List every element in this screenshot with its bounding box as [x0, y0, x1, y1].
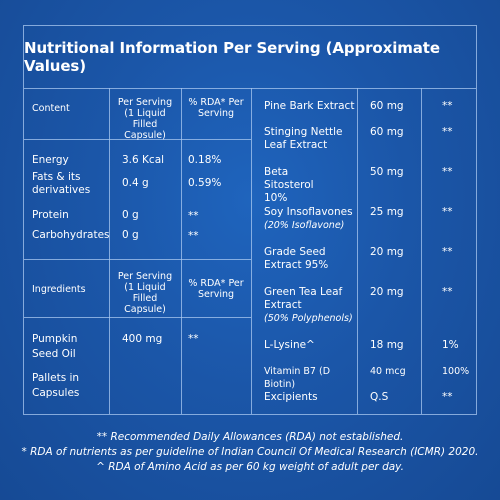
divider [357, 88, 358, 414]
ingredient-name: Stinging Nettle Leaf Extract [264, 126, 343, 151]
ingredient-value: 20 mg [370, 246, 404, 258]
ingredient-value: 60 mg [370, 126, 404, 138]
ingredient-rda: ** [188, 333, 199, 345]
content-header: Content [32, 103, 70, 114]
ingredient-rda: ** [442, 286, 453, 298]
ingredient-rda: ** [442, 391, 453, 403]
nutrient-name: Energy [32, 154, 69, 166]
nutrient-name: Carbohydrates [32, 229, 110, 241]
ingredient-name: Beta Sitosterol 10% [264, 166, 314, 204]
ingredient-rda: ** [442, 166, 453, 178]
ingredient-rda: 100% [442, 366, 470, 377]
nutrition-panel: Nutritional Information Per Serving (App… [23, 25, 477, 415]
ingredient-name: Pine Bark Extract [264, 100, 355, 112]
ingredient-rda: 1% [442, 339, 459, 351]
rda-header: % RDA* Per Serving [188, 97, 244, 119]
ingredient-name: Pallets in Capsules [32, 372, 80, 399]
ingredient-value: 60 mg [370, 100, 404, 112]
ingredient-value: Q.S [370, 391, 389, 403]
divider [24, 317, 251, 318]
nutrient-value: 0 g [122, 229, 139, 241]
divider [24, 88, 476, 89]
footnote: * RDA of nutrients as per guideline of I… [21, 446, 479, 458]
ingredient-name: L-Lysine^ [264, 339, 315, 351]
ingredient-name: Green Tea Leaf Extract [264, 286, 343, 311]
footnote: ^ RDA of Amino Acid as per 60 kg weight … [96, 461, 404, 473]
ingredient-value: 20 mg [370, 286, 404, 298]
ingredient-rda: ** [442, 100, 453, 112]
divider [109, 88, 110, 414]
ingredient-name: Grade Seed Extract 95% [264, 246, 329, 271]
nutrient-rda: 0.18% [188, 154, 222, 166]
divider [421, 88, 422, 414]
divider [251, 88, 252, 414]
ingredient-name: Pumpkin Seed Oil [32, 333, 78, 360]
nutrient-rda: ** [188, 230, 199, 242]
nutrient-rda: 0.59% [188, 177, 222, 189]
ingredient-rda: ** [442, 246, 453, 258]
ingredient-note: (20% Isoflavone) [264, 220, 345, 231]
ingredient-name: Vitamin B7 (D Biotin) [264, 366, 331, 390]
ingredient-rda: ** [442, 206, 453, 218]
nutrient-name: Fats & its derivatives [32, 171, 91, 196]
ingredient-value: 18 mg [370, 339, 404, 351]
nutrient-name: Protein [32, 209, 69, 221]
footnote: ** Recommended Daily Allowances (RDA) no… [96, 431, 404, 443]
ingredient-value: 40 mcg [370, 366, 406, 377]
ingredient-value: 400 mg [122, 333, 163, 345]
nutrient-value: 3.6 Kcal [122, 154, 165, 166]
nutrient-value: 0 g [122, 209, 139, 221]
divider [24, 139, 251, 140]
ingredient-note: (50% Polyphenols) [264, 313, 353, 324]
nutrient-rda: ** [188, 210, 199, 222]
ingredient-name: Soy Insoflavones [264, 206, 353, 218]
ingredient-rda: ** [442, 126, 453, 138]
divider [181, 88, 182, 414]
divider [24, 259, 251, 260]
panel-title: Nutritional Information Per Serving (App… [24, 39, 440, 75]
ingredient-value: 50 mg [370, 166, 404, 178]
ingredient-name: Excipients [264, 391, 318, 403]
rda-header: % RDA* Per Serving [188, 278, 244, 300]
per-serving-header: Per Serving (1 Liquid Filled Capsule) [117, 271, 173, 315]
nutrient-value: 0.4 g [122, 177, 149, 189]
per-serving-header: Per Serving (1 Liquid Filled Capsule) [117, 97, 173, 141]
ingredient-value: 25 mg [370, 206, 404, 218]
ingredients-header: Ingredients [32, 284, 86, 295]
